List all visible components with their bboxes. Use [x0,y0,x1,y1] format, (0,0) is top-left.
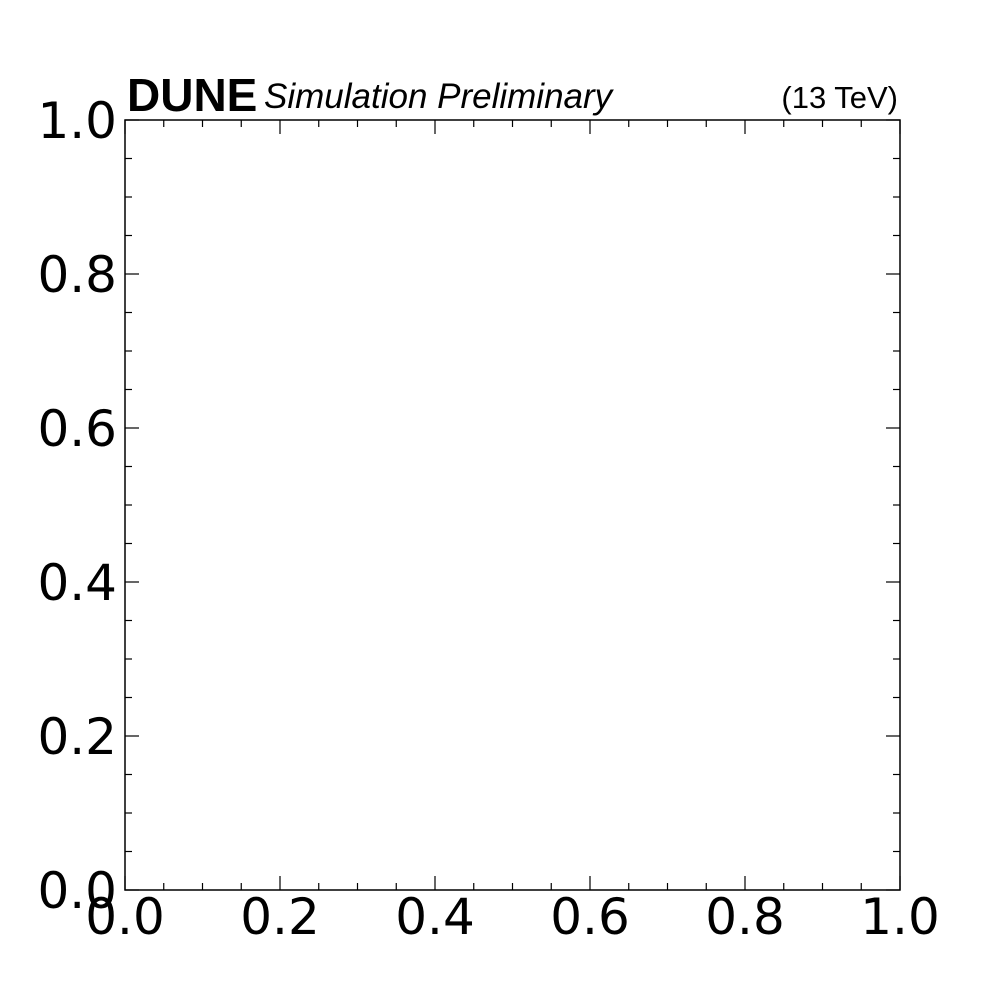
y-tick-label: 0.4 [37,554,117,612]
x-tick-label: 0.0 [85,888,165,946]
x-tick-label: 0.4 [395,888,475,946]
tick-marks [124,119,901,891]
x-tick-label: 0.2 [240,888,320,946]
y-tick-label: 0.2 [37,708,117,766]
x-tick-label: 1.0 [860,888,940,946]
y-tick-label: 0.8 [37,246,117,304]
energy-label: (13 TeV) [781,80,898,115]
y-tick-label: 1.0 [37,92,117,150]
plot-frame [124,119,901,891]
x-tick-label: 0.8 [705,888,785,946]
y-tick-label: 0.0 [37,862,117,920]
x-tick-label: 0.6 [550,888,630,946]
tick-labels: 0.0 0.2 0.4 0.6 0.8 1.0 0.0 0.2 0.4 0.6 0.8 1.0 [37,92,939,946]
experiment-label: DUNE [127,69,257,121]
y-tick-label: 0.6 [37,400,117,458]
status-label: Simulation Preliminary [264,77,615,116]
